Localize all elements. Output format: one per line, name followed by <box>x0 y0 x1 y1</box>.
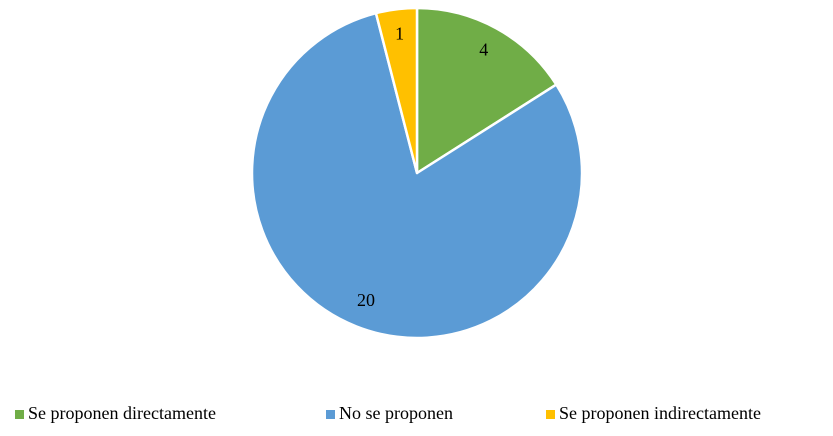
legend-label: Se proponen directamente <box>28 403 216 423</box>
pie-slice <box>374 6 419 175</box>
legend-label: Se proponen indirectamente <box>559 403 761 423</box>
pie-slice <box>250 11 584 340</box>
legend-swatch <box>15 410 24 419</box>
pie-slice <box>415 6 558 175</box>
legend-swatch <box>326 410 335 419</box>
legend-label: No se proponen <box>339 403 453 423</box>
data-label: 20 <box>357 290 375 310</box>
data-label: 4 <box>479 40 488 60</box>
legend-swatch <box>546 410 555 419</box>
data-label: 1 <box>395 24 404 44</box>
